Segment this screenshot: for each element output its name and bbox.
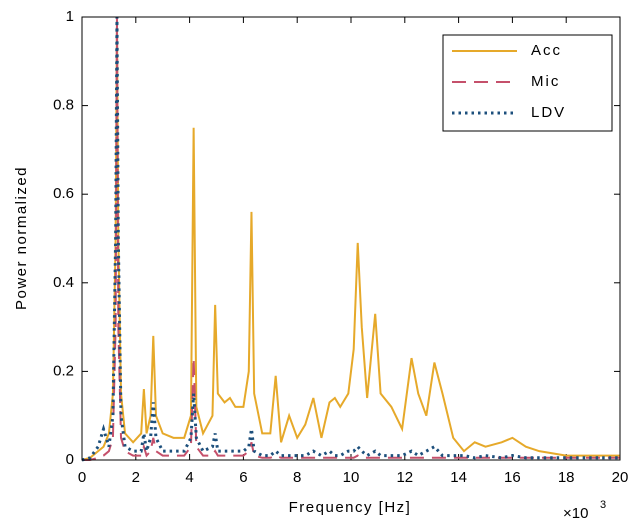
x-multiplier-exponent: 3 bbox=[600, 499, 606, 511]
x-tick-label: 20 bbox=[612, 469, 629, 486]
x-tick-label: 6 bbox=[239, 469, 247, 486]
legend-box bbox=[442, 34, 613, 132]
y-tick-label: 0.2 bbox=[53, 362, 74, 379]
x-tick-label: 10 bbox=[343, 469, 360, 486]
y-tick-label: 0.6 bbox=[53, 185, 74, 202]
x-tick-label: 8 bbox=[293, 469, 301, 486]
y-axis-label: Power normalized bbox=[13, 166, 30, 310]
y-tick-label: 0 bbox=[66, 451, 74, 468]
plot-frame bbox=[81, 16, 621, 461]
legend-label: Mic bbox=[531, 73, 560, 90]
legend-label: Acc bbox=[531, 42, 562, 59]
x-tick-label: 18 bbox=[558, 469, 575, 486]
x-tick-label: 0 bbox=[78, 469, 86, 486]
x-tick-label: 16 bbox=[504, 469, 521, 486]
x-tick-label: 14 bbox=[450, 469, 467, 486]
series-line bbox=[81, 16, 620, 462]
series-line bbox=[81, 16, 620, 461]
y-tick-label: 1 bbox=[66, 8, 74, 25]
x-tick-label: 12 bbox=[396, 469, 413, 486]
x-multiplier: ×10 bbox=[563, 505, 588, 522]
x-axis-label: Frequency [Hz] bbox=[289, 499, 412, 516]
x-tick-label: 2 bbox=[132, 469, 140, 486]
x-tick-label: 4 bbox=[185, 469, 193, 486]
legend-label: LDV bbox=[531, 104, 566, 121]
series-line bbox=[82, 16, 620, 461]
y-tick-label: 0.4 bbox=[53, 274, 74, 291]
y-tick-label: 0.8 bbox=[53, 97, 74, 114]
